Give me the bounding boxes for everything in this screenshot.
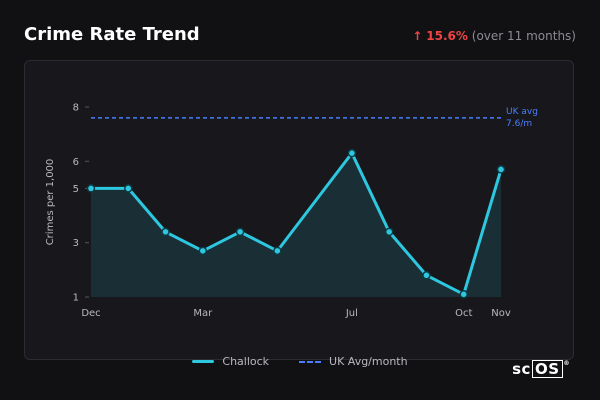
y-tick-label: 5	[73, 184, 79, 195]
data-point	[422, 271, 431, 280]
data-point	[161, 227, 170, 237]
trend-change-value: 15.6%	[426, 29, 468, 43]
data-point	[235, 227, 245, 237]
logo-mark: ®	[563, 360, 570, 367]
chart-title: Crime Rate Trend	[24, 24, 200, 45]
data-point	[496, 165, 506, 174]
trend-up-icon: ↑	[412, 29, 423, 43]
logo-box: OS	[531, 360, 563, 378]
reference-label: UK avg	[506, 107, 538, 117]
y-tick-label: 6	[73, 157, 79, 168]
data-point	[459, 290, 468, 299]
legend-swatch-reference	[299, 360, 322, 363]
data-point	[384, 227, 394, 237]
x-tick-label: Jul	[345, 308, 358, 319]
x-tick-label: Oct	[455, 308, 472, 319]
brand-logo: sc OS ®	[512, 360, 570, 378]
data-point	[86, 184, 96, 193]
x-tick-label: Nov	[491, 308, 511, 319]
legend-item-series[interactable]: Challock	[192, 355, 269, 368]
data-point	[347, 148, 357, 158]
data-point	[273, 246, 282, 256]
legend-swatch-series	[192, 360, 215, 363]
y-tick-label: 3	[73, 238, 79, 249]
y-axis-title: Crimes per 1,000	[45, 159, 56, 246]
series-area	[91, 153, 501, 297]
x-tick-label: Mar	[193, 308, 213, 319]
legend-item-reference[interactable]: UK Avg/month	[299, 355, 408, 368]
legend-label-series: Challock	[222, 355, 270, 368]
chart-card	[24, 60, 574, 360]
logo-text: sc	[512, 360, 531, 378]
legend-label-reference: UK Avg/month	[329, 355, 408, 368]
data-point	[124, 184, 133, 193]
reference-value-label: 7.6/m	[506, 119, 532, 129]
trend-change-period: (over 11 months)	[471, 29, 576, 43]
x-tick-label: Dec	[81, 308, 100, 319]
y-tick-label: 8	[73, 103, 79, 114]
y-tick-label: 1	[73, 293, 79, 304]
chart-legend: Challock UK Avg/month	[0, 355, 600, 368]
trend-change: ↑ 15.6% (over 11 months)	[412, 29, 576, 43]
data-point	[198, 246, 208, 256]
